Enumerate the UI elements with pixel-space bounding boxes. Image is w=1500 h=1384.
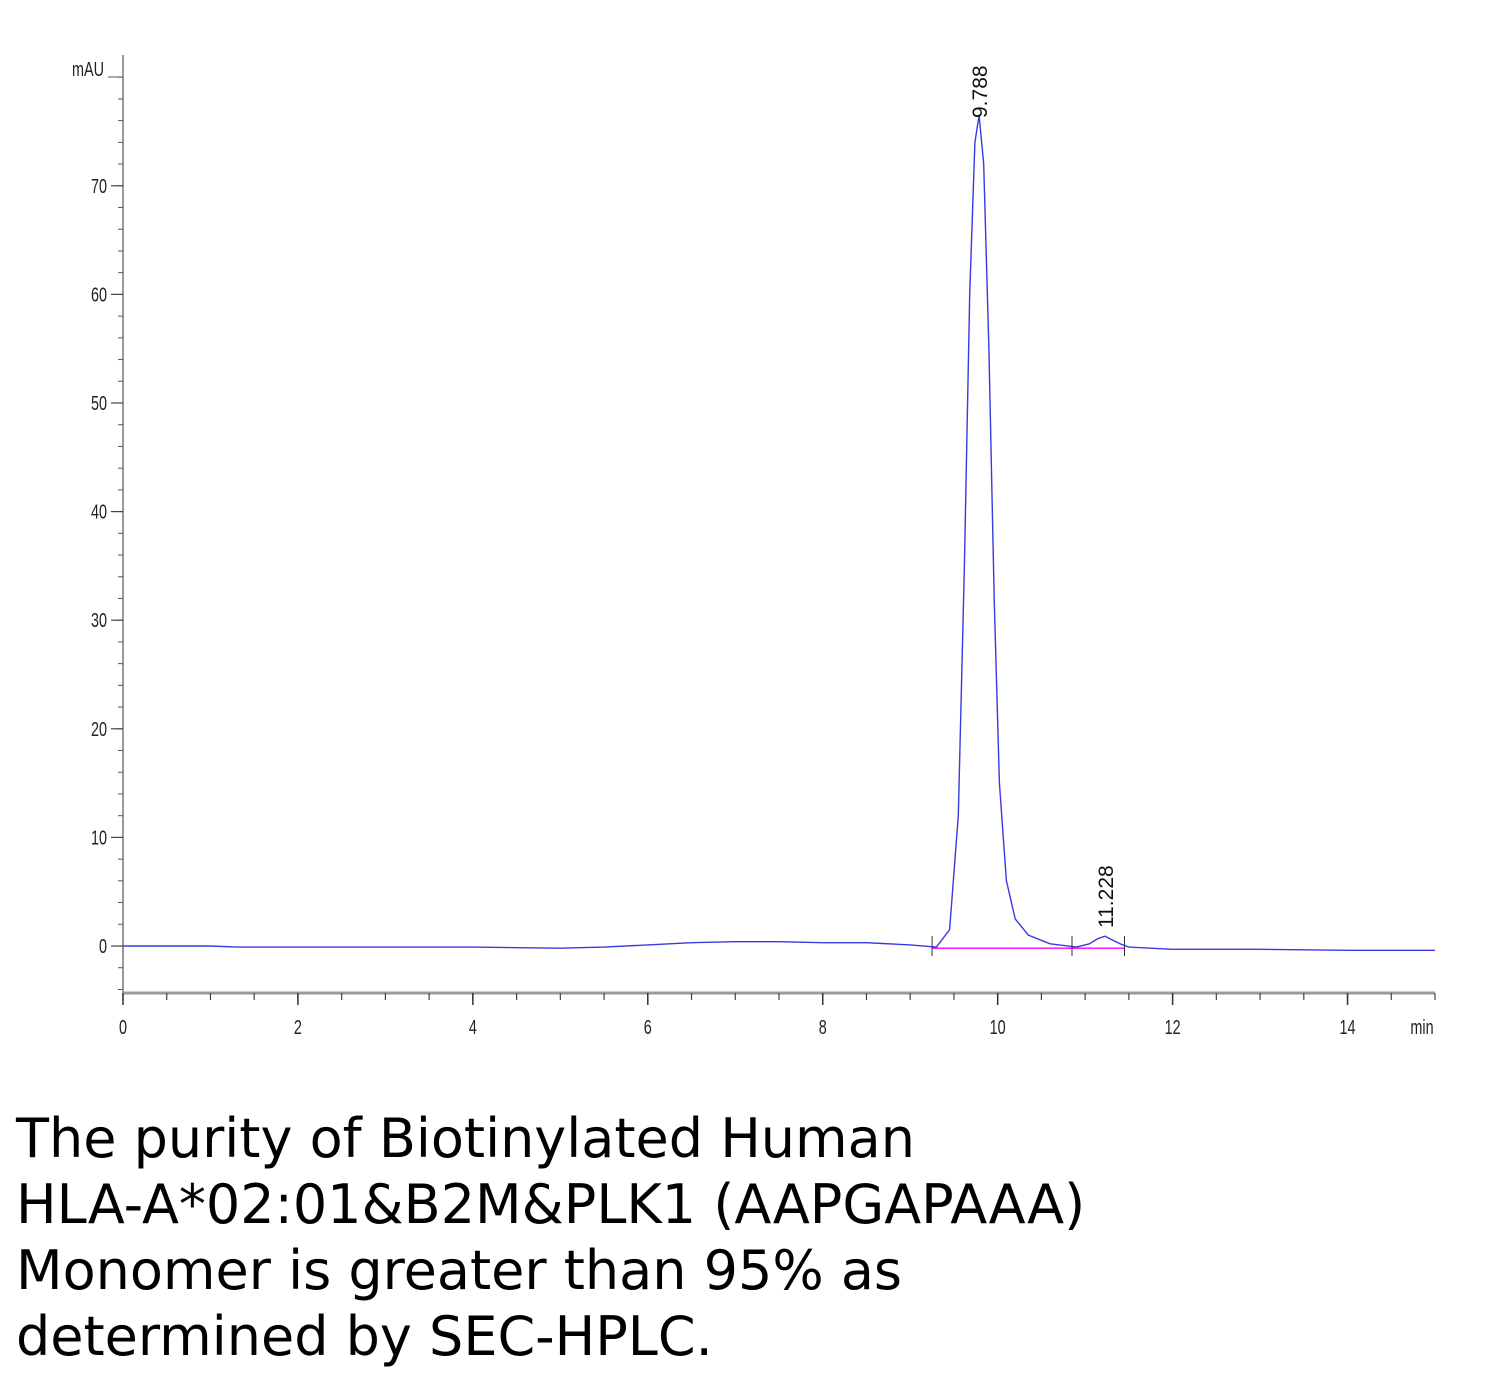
x-tick-label: 8 — [819, 1016, 827, 1039]
x-tick-label: 2 — [294, 1016, 302, 1039]
chart-axes: 0 10 20 30 40 50 60 70 mAU 0 2 4 6 8 10 12 14 min — [72, 55, 1436, 1039]
peak-label: 11.228 — [1095, 865, 1118, 928]
y-tick-label: 40 — [91, 500, 107, 523]
y-tick-label: 60 — [91, 283, 107, 306]
x-tick-label: 12 — [1165, 1016, 1181, 1039]
caption-text: The purity of Biotinylated Human HLA-A*0… — [16, 1106, 1476, 1370]
y-tick-label: 0 — [99, 935, 107, 958]
x-axis-label: min — [1410, 1016, 1433, 1039]
caption-line-4: determined by SEC-HPLC. — [16, 1305, 713, 1368]
x-tick-label: 0 — [119, 1016, 127, 1039]
caption-line-1: The purity of Biotinylated Human — [16, 1107, 915, 1170]
caption-line-3: Monomer is greater than 95% as — [16, 1239, 903, 1302]
x-tick-label: 4 — [469, 1016, 477, 1039]
chromatogram-chart: 0 10 20 30 40 50 60 70 mAU 0 2 4 6 8 10 12 14 min 9.788 11… — [72, 55, 1436, 1039]
y-tick-label: 70 — [91, 174, 107, 197]
x-tick-label: 6 — [644, 1016, 652, 1039]
chart-plot-area: 9.788 11.228 — [123, 65, 1435, 956]
chromatogram-trace — [123, 114, 1435, 951]
y-tick-label: 10 — [91, 826, 107, 849]
x-tick-label: 10 — [990, 1016, 1006, 1039]
y-tick-label: 20 — [91, 717, 107, 740]
y-axis-label: mAU — [72, 58, 104, 81]
caption-line-2: HLA-A*02:01&B2M&PLK1 (AAPGAPAAA) — [16, 1173, 1086, 1236]
peak-label: 9.788 — [969, 65, 992, 118]
x-tick-label: 14 — [1340, 1016, 1356, 1039]
y-tick-label: 30 — [91, 609, 107, 632]
y-tick-label: 50 — [91, 392, 107, 415]
